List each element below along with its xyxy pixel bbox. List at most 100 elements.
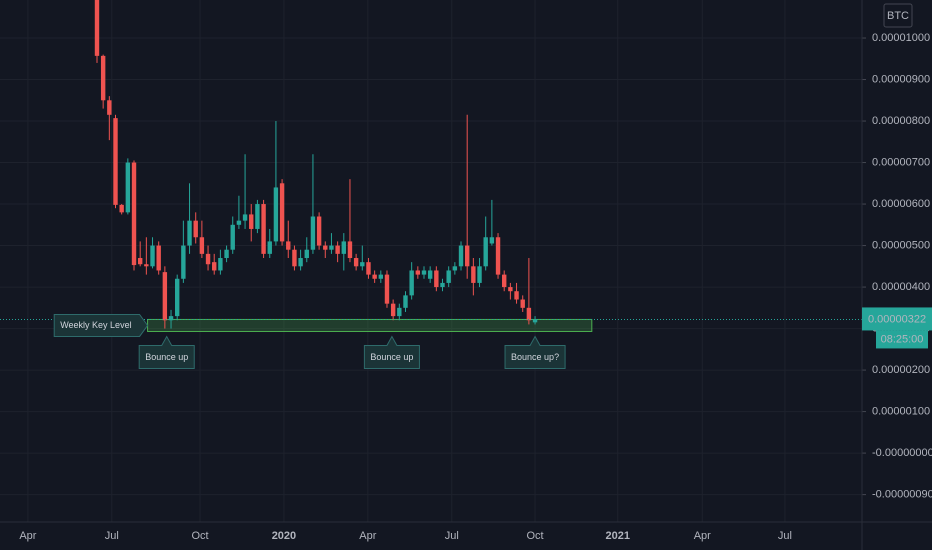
candle-body: [205, 253, 211, 265]
candle-body: [175, 278, 180, 317]
y-tick-label: 0.00000100: [872, 405, 930, 417]
x-tick-label: Apr: [694, 530, 711, 542]
annotation-label: Bounce up: [370, 352, 413, 362]
candle-body: [144, 264, 149, 267]
candle-body: [440, 282, 445, 288]
candle-body: [273, 187, 279, 242]
candle-body: [255, 204, 260, 229]
candle-body: [249, 214, 254, 229]
candle-body: [162, 272, 168, 321]
candle-body: [427, 270, 433, 279]
candle-body: [279, 183, 285, 242]
candle-body: [458, 245, 464, 267]
annotation-label: Bounce up: [145, 352, 188, 362]
candle-body: [329, 245, 334, 250]
candle-body: [415, 270, 421, 275]
candle-body: [230, 224, 235, 250]
annotation-callout: [138, 335, 195, 369]
candle-body: [199, 237, 205, 254]
candle-body: [218, 258, 223, 271]
last-price-tag: [862, 307, 932, 331]
x-tick-label: Apr: [19, 530, 36, 542]
candle-body: [452, 266, 458, 271]
candle-body: [372, 274, 377, 279]
x-tick-label: Jul: [445, 530, 459, 542]
candle-body: [526, 307, 532, 321]
candle-body: [446, 270, 451, 283]
candle-body: [316, 216, 322, 246]
x-tick-label: Jul: [105, 530, 119, 542]
x-tick-label: Oct: [191, 530, 208, 542]
y-tick-label: -0.00000000: [872, 447, 932, 459]
candle-body: [495, 237, 501, 275]
annotation-label: Bounce up?: [511, 352, 559, 362]
candle-body: [390, 303, 396, 317]
candle-body: [267, 241, 272, 254]
x-tick-label: 2020: [272, 530, 296, 542]
candle-body: [366, 262, 371, 275]
candle-body: [434, 270, 439, 288]
candle-body: [156, 245, 161, 271]
candle-body: [187, 220, 192, 246]
candle-body: [181, 245, 186, 279]
candle-body: [409, 270, 414, 296]
x-tick-label: 2021: [605, 530, 629, 542]
x-tick-label: Apr: [359, 530, 376, 542]
y-tick-label: 0.00000600: [872, 198, 930, 210]
candle-body: [532, 319, 538, 323]
candle-body: [360, 262, 365, 267]
x-tick-label: Jul: [778, 530, 792, 542]
candle-body: [224, 249, 229, 259]
candle-body: [100, 55, 106, 101]
countdown-label: 08:25:00: [881, 333, 924, 345]
y-tick-label: 0.00001000: [872, 32, 930, 44]
candle-body: [119, 204, 124, 213]
candle-body: [137, 258, 143, 265]
annotation-callout: [363, 335, 420, 369]
candle-body: [131, 162, 137, 266]
candle-body: [304, 249, 309, 259]
y-tick-label: 0.00000400: [872, 281, 930, 293]
candle-body: [150, 245, 155, 267]
y-tick-label: 0.00000800: [872, 115, 930, 127]
y-tick-label: 0.00000500: [872, 239, 930, 251]
y-tick-label: 0.00000700: [872, 156, 930, 168]
candle-body: [298, 258, 303, 267]
candle-body: [508, 287, 513, 292]
candle-body: [261, 204, 266, 254]
candle-body: [168, 316, 174, 321]
candle-body: [471, 266, 476, 283]
candle-body: [520, 299, 525, 308]
annotation-callout: [504, 335, 566, 369]
candle-body: [125, 162, 131, 213]
candle-body: [477, 266, 482, 283]
candle-body: [347, 241, 353, 259]
candle-body: [107, 100, 112, 115]
candle-body: [236, 220, 242, 225]
last-price-label: 0.00000322: [868, 313, 926, 325]
candle-body: [483, 237, 488, 267]
y-tick-label: 0.00000900: [872, 73, 930, 85]
candle-body: [292, 249, 297, 267]
currency-box[interactable]: [883, 3, 913, 28]
currency-label: BTC: [887, 10, 909, 22]
candle-body: [335, 245, 340, 254]
candle-body: [286, 241, 291, 250]
countdown-tag: [876, 330, 928, 349]
candle-body: [502, 274, 507, 288]
candle-body: [242, 214, 248, 221]
key-level-zone: [147, 318, 593, 332]
key-level-callout: [53, 313, 149, 337]
candle-body: [94, 0, 100, 56]
y-tick-label: -0.00000090: [872, 489, 932, 501]
candle-body: [464, 245, 470, 267]
candle-body: [397, 307, 402, 317]
candle-body: [353, 258, 359, 267]
candle-body: [378, 274, 384, 279]
candle-body: [403, 295, 408, 308]
candle-body: [421, 270, 427, 275]
y-tick-label: 0.00000200: [872, 364, 930, 376]
candle-body: [193, 220, 198, 238]
